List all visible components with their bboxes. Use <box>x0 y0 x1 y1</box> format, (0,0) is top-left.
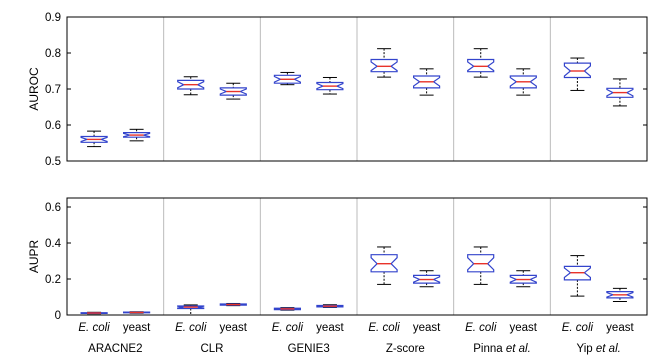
x-category-label: yeast <box>413 322 441 334</box>
box <box>122 128 151 142</box>
x-category-label: yeast <box>316 322 344 334</box>
x-category-label: yeast <box>606 322 634 334</box>
y-axis-label: AUPR <box>27 239 41 273</box>
box <box>316 304 344 308</box>
x-group-label: ARACNE2 <box>88 343 142 355</box>
x-group-label-part: et al. <box>596 343 621 355</box>
box <box>273 71 301 86</box>
y-tick-label: 0.2 <box>45 274 61 286</box>
y-tick-label: 0 <box>55 310 61 322</box>
x-group-label: Z-score <box>386 343 425 355</box>
box <box>80 311 108 315</box>
box <box>606 78 634 107</box>
x-category-label: yeast <box>123 322 151 334</box>
plot-frame <box>66 197 648 316</box>
x-group-label-part: ARACNE2 <box>88 343 142 355</box>
box <box>509 270 537 288</box>
y-tick-label: 0.8 <box>45 48 61 60</box>
x-group-label-part: Pinna <box>473 343 506 355</box>
box <box>467 48 495 78</box>
box <box>413 270 441 288</box>
box <box>80 130 108 148</box>
x-category-label: yeast <box>510 322 538 334</box>
x-category-label: yeast <box>220 322 248 334</box>
x-category-label: E. coli <box>78 322 110 334</box>
box <box>563 57 592 91</box>
box <box>177 76 205 96</box>
box <box>177 304 205 316</box>
box-body <box>370 58 398 73</box>
x-group-label: CLR <box>200 343 223 355</box>
x-group-label: GENIE3 <box>288 343 330 355</box>
x-group-label: Yip et al. <box>577 343 621 355</box>
box-body <box>467 58 495 73</box>
box <box>219 82 247 100</box>
x-category-label: E. coli <box>175 322 207 334</box>
y-axis-label: AUROC <box>27 67 41 111</box>
box <box>509 68 537 96</box>
box <box>467 246 495 285</box>
box <box>606 287 634 302</box>
box <box>370 246 398 285</box>
x-group-label-part: Z-score <box>386 343 425 355</box>
box <box>370 48 398 78</box>
x-group-label-part: GENIE3 <box>288 343 330 355</box>
y-tick-label: 0.5 <box>45 156 61 168</box>
panel-aupr: 0 0.2 0.4 0.6 AUPR E. coli yeast ARACNE2 E. coli… <box>27 197 648 355</box>
box <box>219 302 247 307</box>
x-group-label-part: CLR <box>200 343 223 355</box>
box <box>273 307 301 311</box>
x-group-label-part: et al. <box>506 343 531 355</box>
box <box>122 311 151 314</box>
box <box>563 255 592 297</box>
x-group-label-part: Yip <box>577 343 596 355</box>
box <box>413 68 441 96</box>
x-group-label: Pinna et al. <box>473 343 531 355</box>
y-tick-label: 0.7 <box>45 84 61 96</box>
y-tick-label: 0.9 <box>45 12 61 24</box>
x-category-label: E. coli <box>368 322 400 334</box>
x-category-label: E. coli <box>465 322 497 334</box>
x-category-label: E. coli <box>272 322 304 334</box>
x-category-label: E. coli <box>562 322 594 334</box>
y-tick-label: 0.4 <box>45 238 62 250</box>
box <box>316 76 344 95</box>
y-tick-label: 0.6 <box>45 202 61 214</box>
panel-auroc: 0.5 0.6 0.7 0.8 0.9 AUROC <box>27 12 648 168</box>
y-tick-label: 0.6 <box>45 120 61 132</box>
